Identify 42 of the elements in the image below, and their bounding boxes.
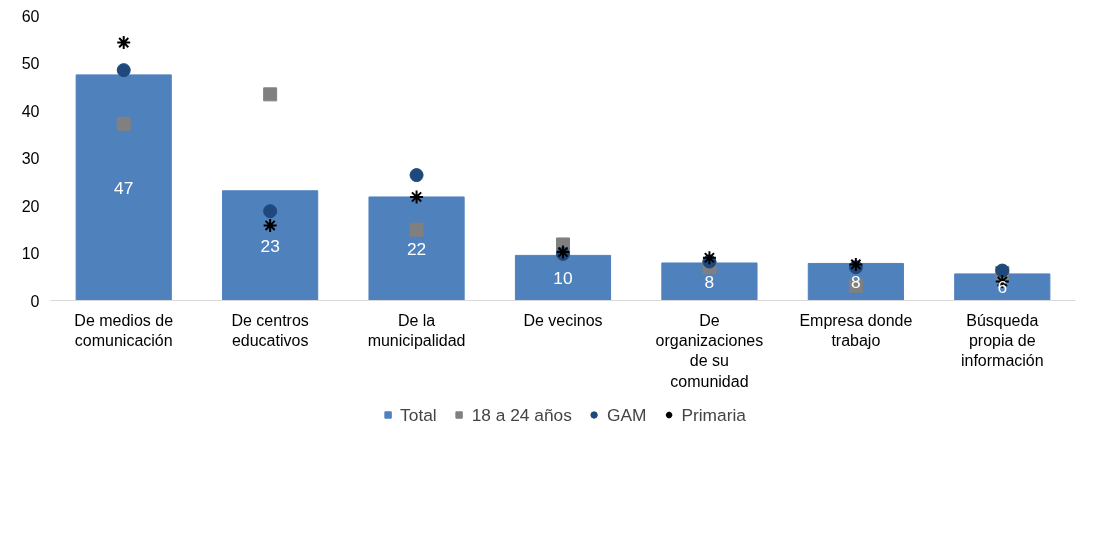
point bbox=[116, 35, 132, 51]
y-tick-label: 60 bbox=[21, 7, 40, 25]
y-tick-label: 0 bbox=[30, 292, 40, 310]
y-tick-label: 30 bbox=[21, 150, 40, 167]
x-tick-label: De vecinos bbox=[523, 311, 603, 329]
data-label: 23 bbox=[260, 235, 280, 256]
point bbox=[409, 168, 424, 183]
point bbox=[262, 217, 278, 233]
point bbox=[701, 250, 717, 266]
point bbox=[116, 116, 131, 131]
data-label: 22 bbox=[406, 238, 427, 259]
bar bbox=[661, 262, 758, 301]
y-tick-label: 20 bbox=[21, 197, 40, 215]
x-tick-label: De centros educativos bbox=[231, 311, 309, 349]
point bbox=[409, 222, 424, 237]
bar bbox=[368, 196, 465, 301]
x-tick-label: Empresa donde trabajo bbox=[799, 311, 913, 349]
data-label: 8 bbox=[851, 271, 861, 292]
x-tick-label: De organizaciones de su comunidad bbox=[655, 311, 764, 390]
legend-label: Primaria bbox=[681, 404, 746, 425]
point bbox=[116, 63, 131, 78]
bar bbox=[222, 190, 319, 301]
data-label: 47 bbox=[114, 177, 134, 198]
x-tick-label: De la municipalidad bbox=[367, 311, 466, 349]
legend-label: GAM bbox=[606, 404, 647, 425]
point bbox=[263, 87, 278, 102]
bar bbox=[514, 254, 612, 301]
x-tick-label: De medios de comunicación bbox=[74, 311, 174, 349]
point bbox=[848, 256, 864, 272]
x-tick-label: Búsqueda propia de información bbox=[960, 311, 1044, 370]
y-tick-label: 10 bbox=[21, 245, 40, 262]
data-label: 10 bbox=[553, 267, 573, 288]
y-tick-label: 50 bbox=[21, 55, 40, 72]
point bbox=[263, 204, 278, 219]
bar bbox=[75, 74, 172, 301]
bar bbox=[807, 262, 904, 301]
y-tick-label: 40 bbox=[21, 102, 40, 120]
bar bbox=[954, 273, 1051, 301]
legend-label: Total bbox=[400, 404, 437, 425]
legend-label: 18 a 24 años bbox=[471, 404, 572, 425]
point bbox=[409, 189, 425, 205]
data-label: 8 bbox=[704, 271, 715, 292]
